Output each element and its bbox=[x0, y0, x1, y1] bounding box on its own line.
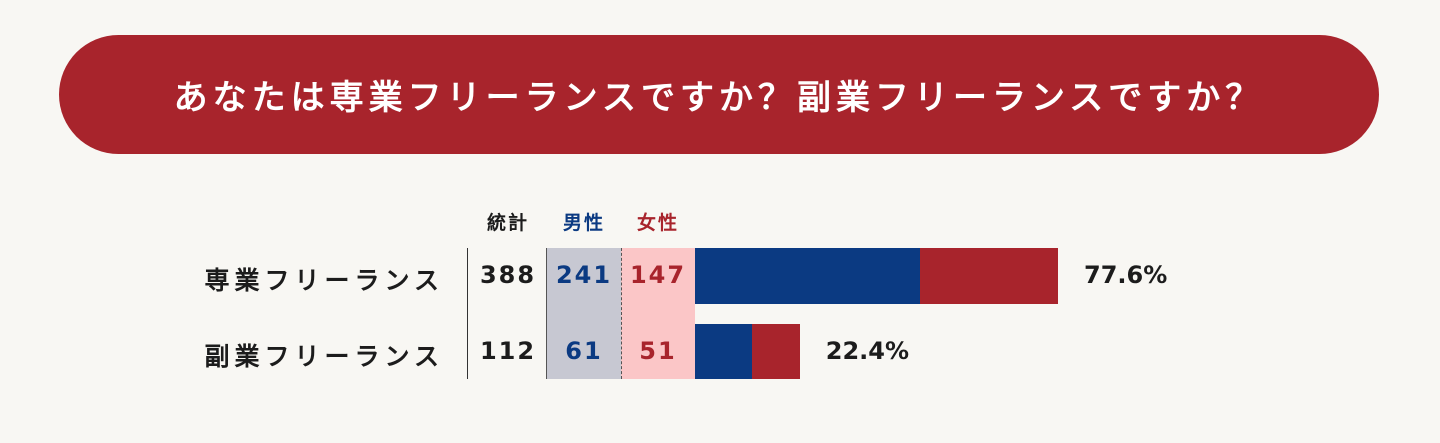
female-column-background bbox=[621, 248, 695, 379]
total-value: 112 bbox=[479, 336, 537, 365]
header-female: 女性 bbox=[636, 212, 679, 234]
bar-segment-female bbox=[920, 248, 1058, 304]
percent-label: 77.6% bbox=[1084, 261, 1168, 289]
female-value: 51 bbox=[639, 336, 677, 365]
total-divider bbox=[546, 248, 547, 379]
bar-segment-male bbox=[695, 248, 921, 304]
category-label: 専業フリーランス bbox=[204, 266, 444, 295]
bar-segment-female bbox=[752, 324, 800, 379]
female-value: 147 bbox=[629, 261, 687, 289]
gender-divider bbox=[621, 248, 622, 379]
header-male: 男性 bbox=[562, 212, 605, 234]
bar-segment-male bbox=[695, 324, 753, 379]
header-total: 統計 bbox=[486, 212, 529, 234]
title-banner: あなたは専業フリーランスですか？副業フリーランスですか？ bbox=[59, 35, 1379, 154]
male-value: 241 bbox=[555, 261, 613, 289]
total-value: 388 bbox=[479, 261, 537, 289]
chart-title: あなたは専業フリーランスですか？副業フリーランスですか？ bbox=[173, 78, 1265, 118]
male-column-background bbox=[547, 248, 621, 379]
label-divider bbox=[467, 248, 468, 379]
male-value: 61 bbox=[565, 336, 603, 365]
category-label: 副業フリーランス bbox=[204, 341, 444, 371]
percent-label: 22.4% bbox=[825, 336, 910, 365]
